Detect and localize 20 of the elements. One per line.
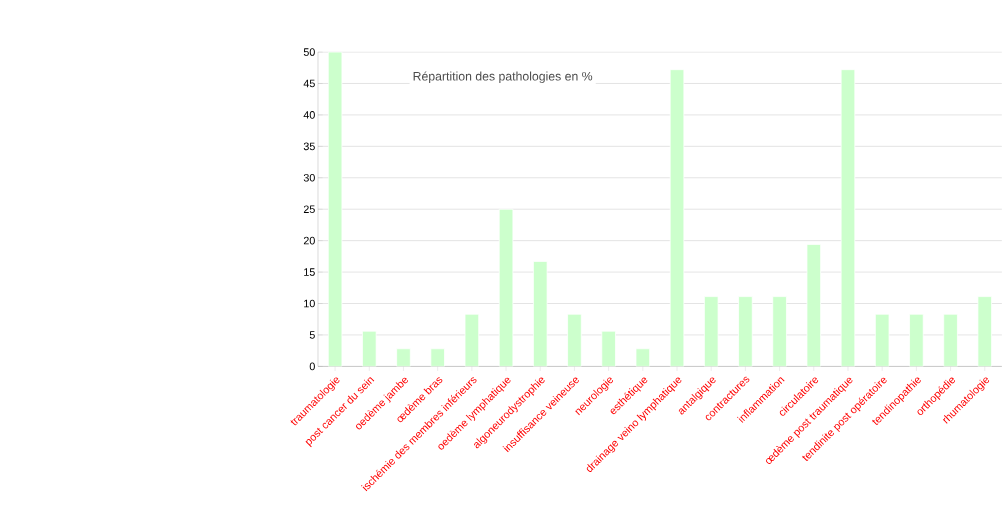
bar xyxy=(738,296,753,367)
y-tick-label: 30 xyxy=(303,174,315,182)
y-tick-label: 15 xyxy=(304,268,315,276)
y-tick-label: 20 xyxy=(303,237,315,245)
y-tick-label: 45 xyxy=(303,79,315,88)
y-tick-label: 10 xyxy=(304,299,315,308)
y-tick-label: 35 xyxy=(303,142,315,151)
y-tick-label: 0 xyxy=(309,362,315,371)
bar xyxy=(909,313,924,367)
bar xyxy=(772,296,787,367)
bar xyxy=(943,313,958,367)
y-tick-label: 40 xyxy=(303,111,315,119)
y-tick-label: 5 xyxy=(309,331,315,339)
y-tick-label: 25 xyxy=(303,205,315,214)
text: Répartition des pathologies en % xyxy=(413,71,593,84)
y-tick-label: 50 xyxy=(303,48,315,57)
bar xyxy=(396,348,411,367)
bar xyxy=(430,348,445,367)
bar xyxy=(601,330,616,367)
bar xyxy=(567,313,582,367)
